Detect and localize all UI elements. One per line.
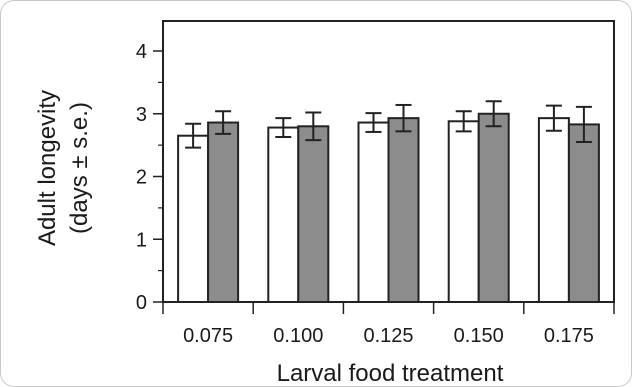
x-tick-label: 0.150 (454, 325, 504, 347)
x-tick-label: 0.125 (363, 325, 413, 347)
bar (567, 123, 600, 304)
x-tick-label: 0.175 (544, 325, 594, 347)
y-tick-label: 3 (136, 104, 147, 126)
x-tick-label: 0.075 (183, 325, 233, 347)
y-tick-label: 4 (136, 41, 147, 63)
chart-marks (177, 100, 600, 304)
axes: 0 1 2 3 4 0.075 0.100 0.125 0.150 0.175 (136, 41, 615, 347)
y-axis-label-line1: Adult longevity (34, 90, 61, 246)
bar (177, 134, 210, 303)
bar (447, 120, 480, 303)
y-tick-label: 1 (136, 229, 147, 251)
bar (477, 112, 510, 303)
bar (207, 121, 240, 303)
bar (267, 126, 300, 304)
y-tick-label: 2 (136, 167, 147, 189)
y-tick-label: 0 (136, 292, 147, 314)
bar (357, 121, 390, 303)
x-axis-label: Larval food treatment (277, 360, 504, 387)
bar (297, 125, 330, 303)
x-tick-label: 0.100 (273, 325, 323, 347)
bar (387, 117, 420, 303)
bar (537, 117, 570, 303)
y-axis-label-line2: (days ± s.e.) (66, 102, 93, 234)
